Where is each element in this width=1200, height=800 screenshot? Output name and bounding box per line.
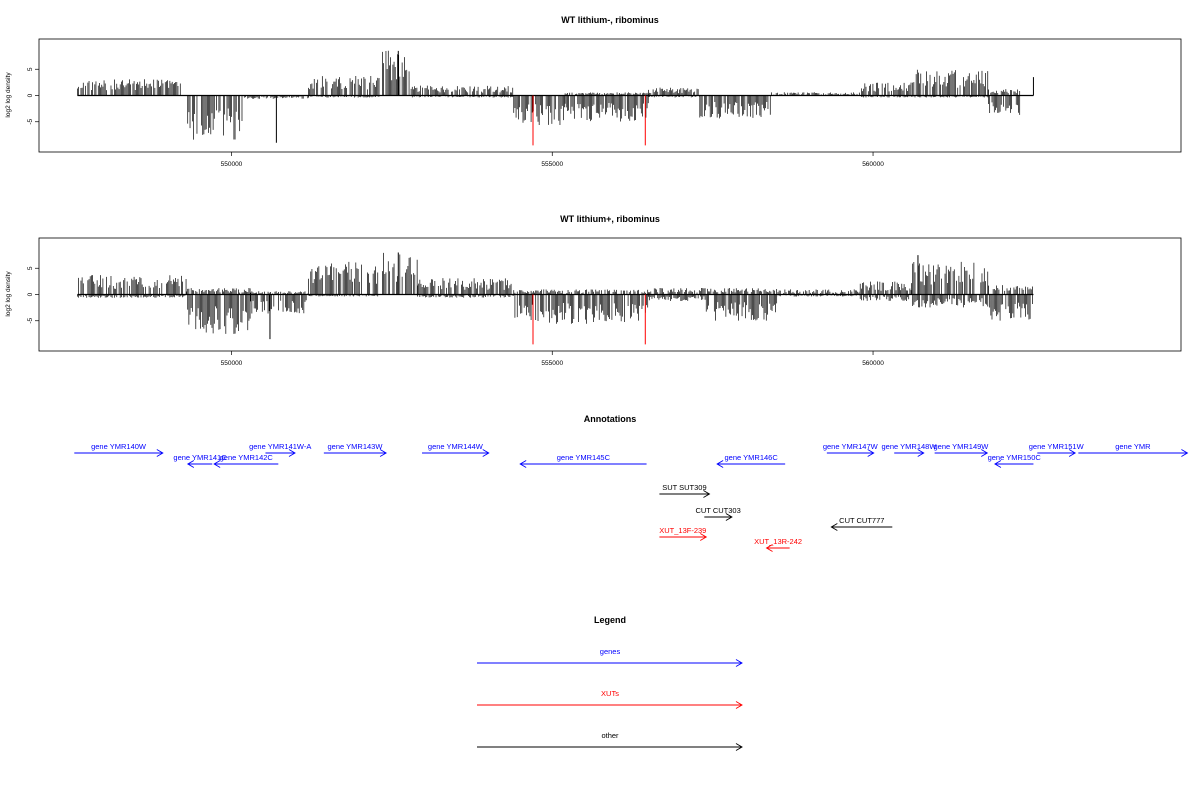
arrowhead-icon: [867, 449, 875, 457]
arrowhead-icon: [482, 449, 490, 457]
legend: Legend genes XUTs other: [477, 615, 743, 751]
annotation-feature: SUT SUT309: [659, 483, 711, 498]
annotation-feature: CUT CUT777: [830, 516, 893, 531]
x-tick-label: 555000: [541, 161, 563, 168]
annotation-feature: gene YMR146C: [716, 453, 786, 468]
annotation-feature: gene YMR150C: [988, 453, 1042, 468]
feature-label: gene YMR: [1115, 442, 1151, 451]
feature-label: gene YMR148W: [882, 442, 938, 451]
feature-label: gene YMR150C: [988, 453, 1042, 462]
annotations-title: Annotations: [584, 414, 637, 424]
annotation-feature: XUT_13R-242: [754, 537, 802, 552]
arrowhead-icon: [288, 449, 296, 457]
annotation-feature: CUT CUT303: [695, 506, 741, 521]
legend-title: Legend: [594, 615, 626, 625]
annotation-feature: gene YMR147W: [823, 442, 879, 457]
y-tick-label: -5: [27, 317, 34, 323]
panel-1: WT lithium-, ribominus log2 log density …: [5, 15, 1182, 168]
panel-2-ylabel: log2 log density: [5, 271, 12, 317]
x-tick-label: 550000: [221, 161, 243, 168]
annotation-feature: gene YMR151W: [1029, 442, 1085, 457]
arrowhead-icon: [186, 460, 195, 468]
feature-label: gene YMR146C: [725, 453, 779, 462]
annotation-feature: gene YMR141C: [173, 453, 227, 468]
annotation-feature: gene YMR141W-A: [249, 442, 311, 457]
arrowhead-icon: [765, 544, 773, 552]
arrowhead-icon: [213, 460, 221, 468]
panel-2-x-axis: 550000 555000 560000: [221, 351, 884, 367]
annotation-feature: gene YMR145C: [519, 453, 647, 468]
annotation-feature: gene YMR144W: [422, 442, 490, 457]
feature-label: gene YMR141W-A: [249, 442, 311, 451]
feature-label: gene YMR147W: [823, 442, 879, 451]
y-tick-label: 5: [27, 266, 34, 270]
legend-label: genes: [600, 647, 621, 656]
arrowhead-icon: [703, 490, 711, 498]
legend-item: XUTs: [477, 689, 743, 709]
feature-label: gene YMR144W: [428, 442, 484, 451]
feature-label: CUT CUT303: [695, 506, 740, 515]
feature-label: gene YMR141C: [173, 453, 227, 462]
arrowhead-icon: [716, 460, 724, 468]
feature-label: CUT CUT777: [839, 516, 884, 525]
x-tick-label: 560000: [862, 360, 884, 367]
arrowhead-icon: [994, 460, 1002, 468]
annotation-feature: gene YMR: [1078, 442, 1189, 457]
panel-2: WT lithium+, ribominus log2 log density …: [5, 214, 1182, 367]
legend-item: genes: [477, 647, 743, 667]
annotation-features: gene YMR140W gene YMR141C gene YMR141W-A ge…: [74, 442, 1189, 552]
annotation-feature: XUT_13F-239: [659, 526, 708, 541]
feature-label: gene YMR149W: [933, 442, 989, 451]
panel-1-title: WT lithium-, ribominus: [561, 15, 659, 25]
x-tick-label: 560000: [862, 161, 884, 168]
arrowhead-icon: [725, 513, 733, 521]
feature-label: XUT_13R-242: [754, 537, 802, 546]
arrowhead-icon: [1181, 449, 1189, 457]
annotation-feature: gene YMR140W: [74, 442, 164, 457]
feature-label: gene YMR142C: [220, 453, 274, 462]
x-tick-label: 550000: [221, 360, 243, 367]
feature-label: gene YMR151W: [1029, 442, 1085, 451]
arrowhead-icon: [735, 659, 743, 667]
feature-label: XUT_13F-239: [659, 526, 706, 535]
y-tick-label: 5: [27, 67, 34, 71]
panel-2-bars: [77, 252, 1034, 345]
arrowhead-icon: [917, 449, 925, 457]
arrowhead-icon: [379, 449, 387, 457]
legend-items: genes XUTs other: [477, 647, 743, 751]
panel-2-y-axis: -5 0 5: [27, 266, 39, 324]
feature-label: gene YMR143W: [328, 442, 384, 451]
y-tick-label: 0: [27, 93, 34, 97]
panel-1-bars: [77, 50, 1034, 146]
annotation-feature: gene YMR148W: [882, 442, 938, 457]
annotation-feature: gene YMR143W: [323, 442, 387, 457]
annotation-feature: gene YMR149W: [933, 442, 989, 457]
feature-label: gene YMR145C: [557, 453, 611, 462]
x-tick-label: 555000: [541, 360, 563, 367]
arrowhead-icon: [156, 449, 164, 457]
arrowhead-icon: [519, 460, 527, 468]
panel-1-y-axis: -5 0 5: [27, 67, 39, 125]
y-tick-label: 0: [27, 292, 34, 296]
density-bars: [77, 252, 1033, 334]
feature-label: gene YMR140W: [91, 442, 147, 451]
density-bars: [77, 50, 1021, 140]
panel-1-x-axis: 550000 555000 560000: [221, 152, 884, 168]
arrowhead-icon: [700, 533, 708, 541]
y-tick-label: -5: [27, 118, 34, 124]
annotation-feature: gene YMR142C: [213, 453, 279, 468]
arrowhead-icon: [1068, 449, 1077, 457]
legend-label: XUTs: [601, 689, 619, 698]
arrowhead-icon: [981, 449, 989, 457]
panel-2-title: WT lithium+, ribominus: [560, 214, 660, 224]
legend-item: other: [477, 731, 743, 751]
arrowhead-icon: [830, 523, 838, 531]
arrowhead-icon: [735, 743, 743, 751]
panel-1-ylabel: log2 log density: [5, 72, 12, 118]
legend-label: other: [601, 731, 619, 740]
feature-label: SUT SUT309: [662, 483, 706, 492]
arrowhead-icon: [735, 701, 743, 709]
